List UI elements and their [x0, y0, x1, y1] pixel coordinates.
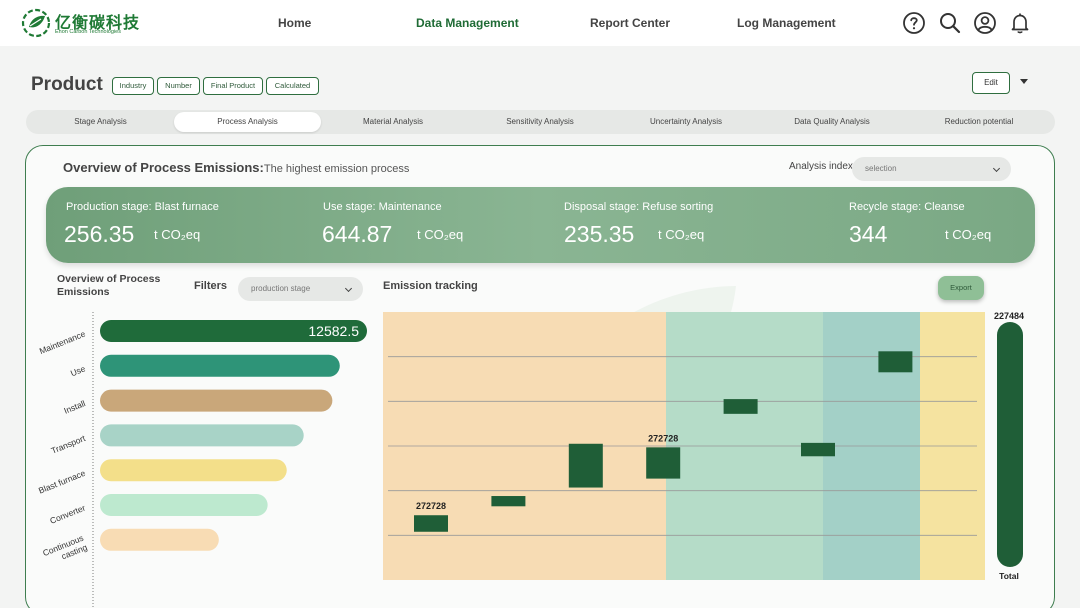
waterfall-bar-label: 272728: [648, 433, 678, 443]
nav-log-management[interactable]: Log Management: [737, 16, 836, 30]
tab-reduction-potential[interactable]: Reduction potential: [944, 117, 1014, 126]
search-icon[interactable]: [938, 11, 962, 35]
waterfall-bar[interactable]: [723, 399, 758, 414]
edit-button[interactable]: Edit: [972, 72, 1010, 94]
tab-process-analysis[interactable]: Process Analysis: [174, 112, 321, 132]
process-emissions-card: Overview of Process Emissions:The highes…: [25, 145, 1055, 608]
top-navigation: 亿衡碳科技 Ehon Carbon Technologies Home Data…: [0, 0, 1080, 46]
waterfall-bar-label: 272728: [416, 501, 446, 511]
total-bar[interactable]: [997, 322, 1023, 567]
analysis-index-select[interactable]: selection: [852, 157, 1011, 181]
user-icon[interactable]: [973, 11, 997, 35]
stage-production: Production stage: Blast furnace 256.35 t…: [64, 201, 219, 247]
bell-icon[interactable]: [1008, 11, 1032, 35]
stage-use: Use stage: Maintenance 644.87 t CO₂eq: [322, 201, 464, 247]
waterfall-bar[interactable]: [878, 351, 913, 373]
total-value-label: 227484: [994, 311, 1024, 321]
filters-label: Filters: [194, 280, 228, 292]
bar-converter[interactable]: [100, 494, 268, 516]
tag-industry[interactable]: Industry: [112, 77, 154, 95]
logo-subtitle: Ehon Carbon Technologies: [55, 29, 121, 35]
nav-data-management[interactable]: Data Management: [416, 16, 519, 30]
stage-unit: t CO₂eq: [154, 227, 201, 242]
stage-value: 235.35: [564, 221, 635, 247]
logo[interactable]: 亿衡碳科技 Ehon Carbon Technologies: [18, 5, 139, 41]
bar-install[interactable]: [100, 389, 333, 412]
waterfall-bar[interactable]: [491, 496, 526, 507]
logo-title: 亿衡碳科技: [55, 15, 141, 32]
bar-transport[interactable]: [100, 424, 304, 447]
analysis-tabs: Stage Analysis Process Analysis Material…: [26, 110, 1055, 134]
stage-value: 644.87: [322, 221, 393, 247]
stage-value: 344: [849, 221, 888, 247]
logo-leaf-icon: [21, 8, 51, 38]
nav-report-center[interactable]: Report Center: [590, 16, 671, 30]
tab-sensitivity-analysis[interactable]: Sensitivity Analysis: [506, 117, 574, 126]
tab-data-quality-analysis[interactable]: Data Quality Analysis: [794, 117, 870, 126]
waterfall-bar[interactable]: [646, 447, 681, 479]
emission-tracking-waterfall-chart: 272728 272728 227484 Total: [383, 311, 1024, 581]
tab-stage-analysis[interactable]: Stage Analysis: [74, 117, 127, 126]
stage-unit: t CO₂eq: [945, 227, 992, 242]
tab-uncertainty-analysis[interactable]: Uncertainty Analysis: [649, 117, 723, 126]
process-emissions-bar-chart: Maintenance 12582.5UseInstallTransportBla…: [37, 312, 367, 608]
overview-subtitle: The highest emission process: [263, 163, 410, 175]
bar-value-label: 12582.5: [308, 323, 359, 339]
bar-use[interactable]: [100, 354, 340, 377]
stage-disposal: Disposal stage: Refuse sorting 235.35 t …: [564, 201, 714, 247]
nav-home[interactable]: Home: [278, 16, 312, 30]
tag-final-product[interactable]: Final Product: [203, 77, 263, 95]
stage-recycle: Recycle stage: Cleanse 344 t CO₂eq: [849, 201, 992, 247]
tag-calculated[interactable]: Calculated: [266, 77, 319, 95]
waterfall-bar[interactable]: [414, 515, 448, 532]
tab-material-analysis[interactable]: Material Analysis: [362, 117, 424, 126]
tag-number[interactable]: Number: [157, 77, 200, 95]
emission-tracking-title: Emission tracking: [383, 280, 478, 292]
help-icon[interactable]: [902, 11, 926, 35]
stage-summary-banner: Production stage: Blast furnace 256.35 t…: [46, 187, 1035, 263]
total-label: Total: [999, 571, 1019, 581]
stage-value: 256.35: [64, 221, 135, 247]
bar-blast-furnace[interactable]: [100, 459, 287, 482]
stage-filter-select[interactable]: production stage: [238, 277, 363, 301]
edit-dropdown-icon[interactable]: [1020, 79, 1028, 84]
analysis-index-label: Analysis index: [789, 161, 853, 172]
waterfall-bar[interactable]: [801, 442, 835, 457]
left-panel-title: Overview of Process Emissions: [57, 273, 161, 298]
bar-maintenance[interactable]: [100, 320, 367, 342]
overview-title: Overview of Process Emissions:The highes…: [63, 160, 410, 175]
stage-unit: t CO₂eq: [658, 227, 705, 242]
bar-continuous-casting[interactable]: [100, 528, 219, 551]
page-title: Product: [31, 74, 103, 95]
export-button[interactable]: Export: [938, 276, 984, 300]
stage-unit: t CO₂eq: [417, 227, 464, 242]
waterfall-bar[interactable]: [568, 443, 603, 488]
